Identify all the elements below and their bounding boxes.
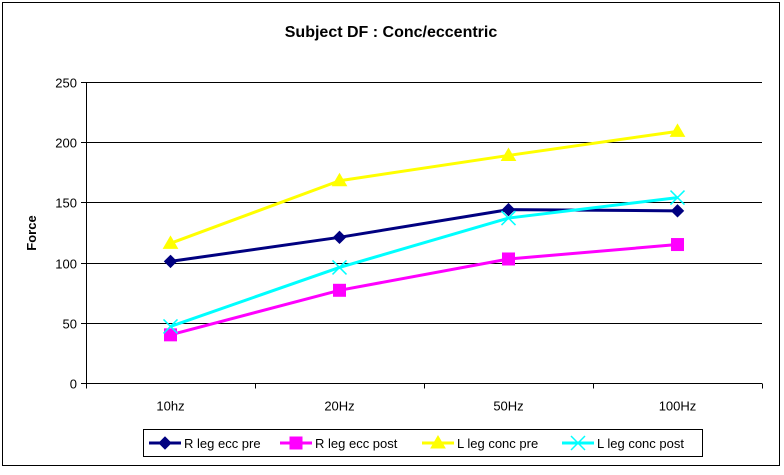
legend-item: L leg conc pre [422,435,538,451]
data-point [163,254,178,269]
y-tick-label: 100 [55,257,77,272]
gridlines [86,82,762,324]
legend-label: R leg ecc pre [184,436,261,451]
x-tick-label: 20Hz [324,399,354,414]
legend-label: L leg conc post [597,436,684,451]
y-tick-label: 150 [55,196,77,211]
x-tick-label: 100Hz [659,399,697,414]
series [162,123,686,342]
legend-label: L leg conc pre [457,436,538,451]
x-tick-label: 50Hz [493,399,523,414]
data-point [500,210,517,226]
y-tick-label: 50 [63,317,77,332]
data-point [670,204,685,218]
series-2 [164,238,684,342]
legend-marker [570,435,586,451]
legend-label: R leg ecc post [315,436,398,451]
axes: 0 50 100 150 200 250 10hz 20Hz 50Hz 100Hz [55,76,763,414]
series-3 [162,123,686,249]
legend-marker [430,435,446,449]
series-line [170,208,678,263]
series-line [169,129,678,245]
data-point [162,318,179,334]
data-point [333,283,346,297]
series-1 [163,202,685,269]
y-tick-label: 250 [55,76,77,91]
legend-marker [289,436,303,450]
chart-title: Subject DF : Conc/eccentric [285,24,498,41]
legend-item: L leg conc post [562,435,684,451]
series-line [170,196,678,328]
legend-marker [158,436,172,450]
plot-area [86,82,762,383]
y-axis-label: Force [24,215,39,250]
series-line [170,243,678,337]
data-point [332,230,347,245]
legend-item: R leg ecc pre [149,436,261,451]
y-tick-label: 0 [70,377,77,392]
series-4 [162,190,686,334]
data-point [331,259,348,275]
x-tick-label: 10hz [156,399,184,414]
data-point [669,123,686,137]
data-point [331,172,348,187]
legend: R leg ecc pre R leg ecc post L leg conc pr… [149,435,684,451]
data-point [669,190,686,206]
data-point [162,235,179,249]
data-point [501,202,516,217]
legend-item: R leg ecc post [280,436,398,451]
data-point [502,252,515,266]
data-point [671,238,684,252]
y-tick-label: 200 [55,136,77,151]
data-point [164,328,177,342]
data-point [500,147,517,161]
